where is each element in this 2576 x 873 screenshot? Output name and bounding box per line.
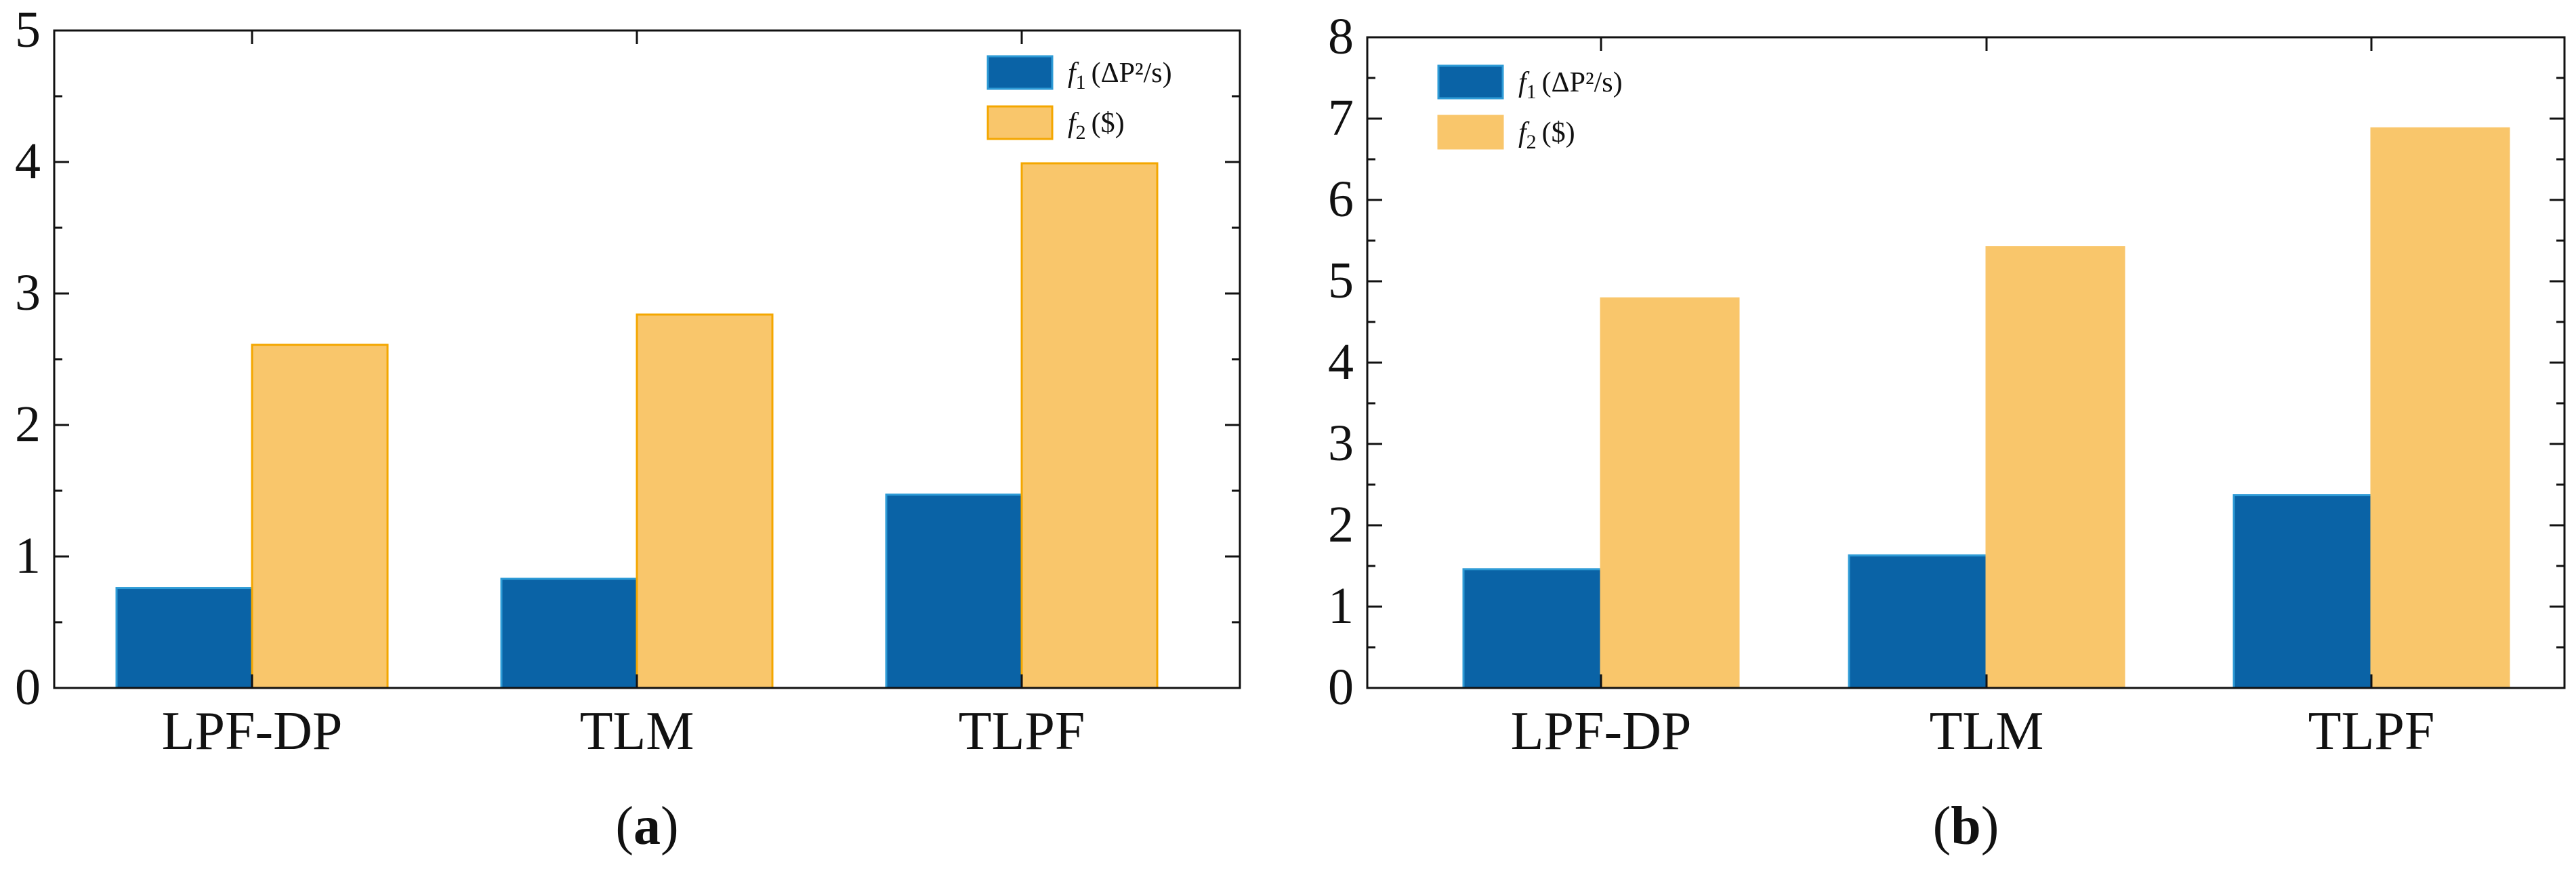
category-label-b-lpf-dp: LPF-DP — [1511, 702, 1692, 761]
bar-a-f2-tlpf — [1020, 162, 1159, 689]
legend-swatch-b-f1 — [1437, 64, 1504, 100]
ytick-label-a-5: 5 — [15, 1, 41, 58]
category-label-a-lpf-dp: LPF-DP — [162, 702, 343, 761]
category-label-b-tlm: TLM — [1930, 702, 2044, 761]
chart-panel-b: 0 1 2 3 4 5 6 7 8 LPF-DP TLM TLPF f1 (ΔP²/s) f2 ($) (b) — [1328, 8, 2566, 856]
category-label-a-tlm: TLM — [580, 702, 694, 761]
ytick-label-b-8: 8 — [1328, 8, 1354, 65]
ytick-label-b-0: 0 — [1328, 659, 1354, 716]
legend-label-a-f2: f2 ($) — [1068, 108, 1125, 144]
bar-b-f2-tlm — [1985, 246, 2125, 689]
bar-b-f1-tlpf — [2232, 494, 2373, 689]
bar-b-f2-lpf-dp — [1600, 297, 1740, 689]
ytick-label-b-5: 5 — [1328, 252, 1354, 309]
legend-label-b-f2: f2 ($) — [1518, 117, 1575, 153]
bar-a-f1-tlm — [500, 577, 638, 689]
ytick-label-b-1: 1 — [1328, 577, 1354, 634]
legend-swatch-a-f2 — [986, 105, 1054, 140]
category-label-b-tlpf: TLPF — [2308, 702, 2435, 761]
ytick-label-a-3: 3 — [15, 264, 41, 321]
bar-b-f1-lpf-dp — [1462, 568, 1602, 689]
legend-a: f1 (ΔP²/s) f2 ($) — [986, 55, 1172, 144]
ytick-label-a-2: 2 — [15, 396, 41, 453]
ytick-label-b-7: 7 — [1328, 89, 1354, 146]
ytick-label-b-4: 4 — [1328, 333, 1354, 390]
ytick-label-b-3: 3 — [1328, 415, 1354, 472]
ytick-label-b-2: 2 — [1328, 496, 1354, 553]
legend-swatch-b-f2 — [1437, 115, 1504, 150]
legend-swatch-a-f1 — [986, 55, 1054, 90]
ytick-label-a-1: 1 — [15, 527, 41, 584]
bar-b-f2-tlpf — [2370, 127, 2510, 689]
bar-a-f2-tlm — [636, 313, 774, 689]
ytick-label-a-4: 4 — [15, 133, 41, 190]
panel-label-b: (b) — [1933, 796, 1999, 856]
category-label-a-tlpf: TLPF — [959, 702, 1085, 761]
ytick-label-b-6: 6 — [1328, 171, 1354, 228]
legend-b: f1 (ΔP²/s) f2 ($) — [1437, 64, 1623, 153]
bar-a-f2-lpf-dp — [251, 344, 389, 689]
legend-label-a-f1: f1 (ΔP²/s) — [1068, 58, 1172, 94]
bar-a-f1-tlpf — [885, 493, 1023, 689]
panel-label-a: (a) — [615, 796, 678, 856]
bar-a-f1-lpf-dp — [115, 587, 253, 689]
bar-b-f1-tlm — [1848, 554, 1988, 689]
legend-label-b-f1: f1 (ΔP²/s) — [1518, 67, 1623, 103]
chart-panel-a: 0 1 2 3 4 5 LPF-DP TLM TLPF f1 (ΔP²/s) f2 ($) (a) — [15, 1, 1241, 856]
ytick-label-a-0: 0 — [15, 659, 41, 716]
